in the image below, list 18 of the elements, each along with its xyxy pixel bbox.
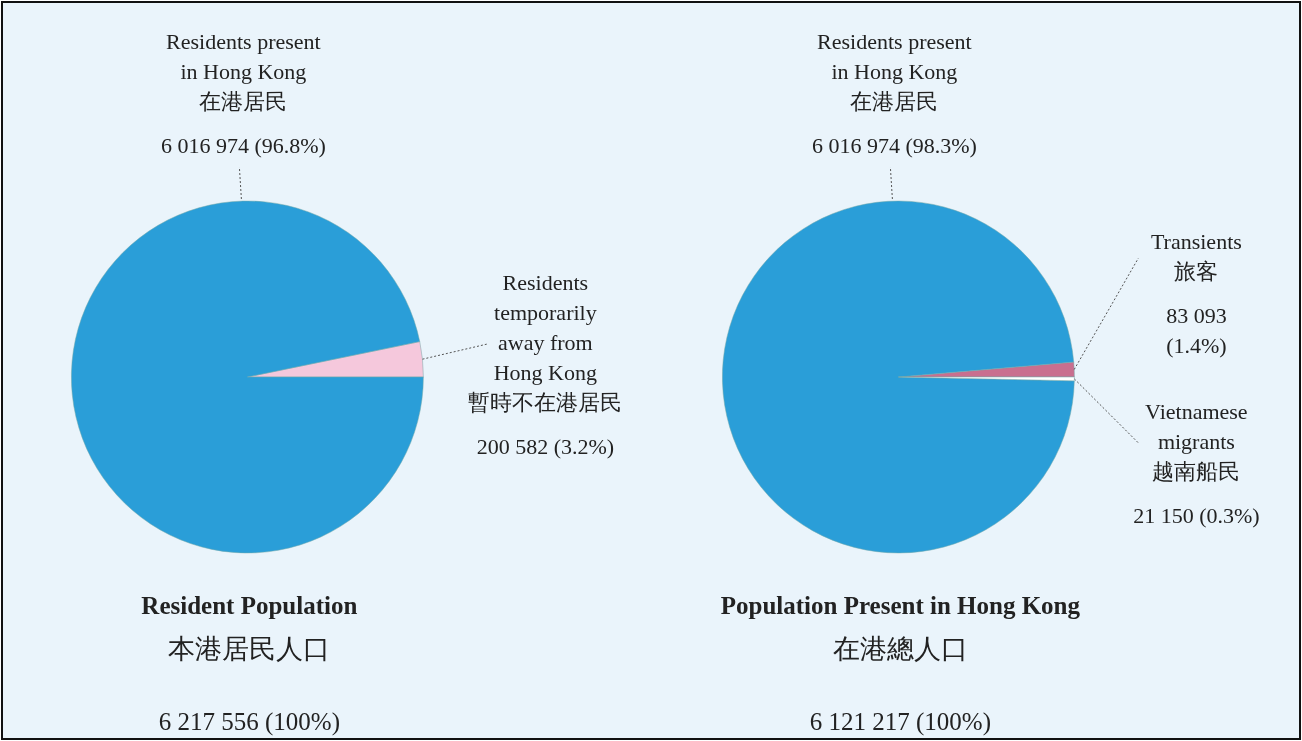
slice-label: Transients 旅客: [1150, 229, 1242, 285]
text: Population Present in Hong Kong: [720, 592, 1081, 619]
data-label: 200 582 (3.2%): [476, 433, 615, 459]
data-label: 6 016 974 (96.8%): [160, 133, 326, 158]
text: 本港居民人口: [168, 634, 331, 664]
text: 在港總人口: [832, 634, 968, 664]
slice-label: Residents present in Hong Kong 在港居民: [166, 29, 321, 114]
text: 6 217 556 (100%): [158, 708, 340, 736]
slice-label: Vietnamese migrants 越南船民: [1145, 399, 1248, 484]
data-label: 6 016 974 (98.3%): [811, 133, 977, 158]
text: Resident Population: [141, 592, 358, 619]
text: 6 121 217 (100%): [809, 708, 991, 736]
pie-slice: [722, 201, 1075, 554]
pie-slice: [71, 201, 424, 554]
data-label: 21 150 (0.3%): [1133, 502, 1260, 528]
slice-label: Residents temporarily away from Hong Kong 暫時不在港居民: [468, 270, 623, 415]
data-label: 83 093 (1.4%): [1166, 303, 1227, 358]
slice-label: Residents present in Hong Kong 在港居民: [817, 29, 972, 114]
